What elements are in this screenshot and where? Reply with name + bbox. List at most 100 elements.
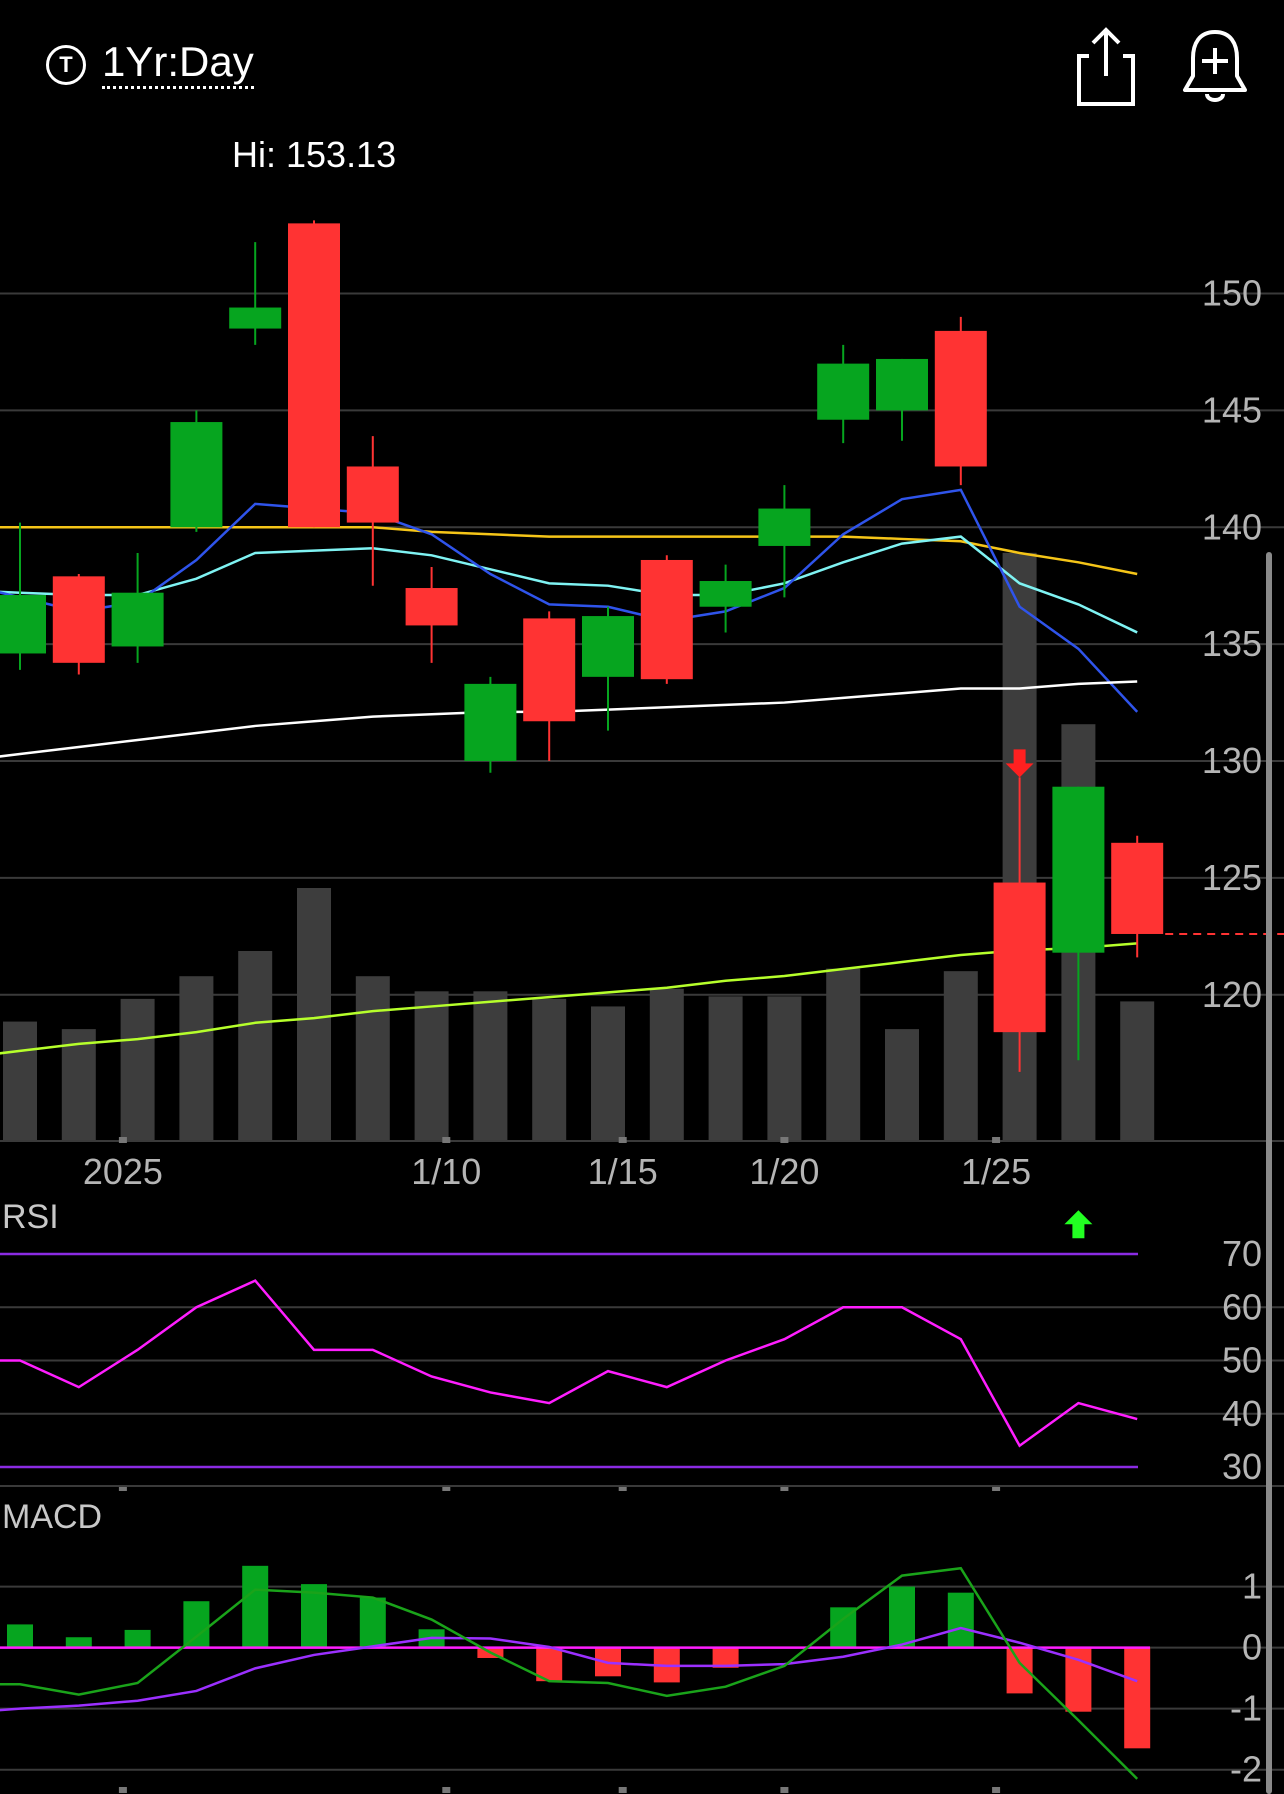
- candle-body: [699, 581, 752, 607]
- macd-title: MACD: [2, 1498, 102, 1536]
- add-alert-button[interactable]: [1180, 26, 1250, 108]
- macd-line: [0, 1566, 1139, 1780]
- macd-histogram-bar: [65, 1637, 92, 1648]
- moving-average-line: [0, 488, 1139, 713]
- date-tick-label: 1/20: [749, 1151, 819, 1192]
- candle-body: [229, 307, 282, 329]
- rsi-line: [0, 1279, 1138, 1448]
- candle-body: [817, 363, 870, 420]
- timeframe-icon: T: [46, 44, 86, 85]
- moving-average-line: [0, 526, 1138, 576]
- macd-tick-label: 0: [1242, 1627, 1262, 1668]
- candle-body: [1052, 786, 1105, 953]
- date-tick-mark: [992, 1485, 1001, 1491]
- macd-histogram-bar: [301, 1584, 327, 1648]
- volume-bar: [297, 888, 331, 1140]
- volume-bar: [943, 971, 978, 1140]
- macd-histogram-bar: [1124, 1647, 1151, 1749]
- volume-bar: [591, 1006, 625, 1140]
- candle-body: [640, 559, 693, 680]
- rsi-tick-label: 50: [1222, 1340, 1262, 1381]
- period-selector-button[interactable]: T 1Yr:Day: [46, 40, 254, 89]
- macd-histogram-bar: [712, 1647, 739, 1668]
- candle-body: [934, 330, 987, 467]
- date-tick-label: 1/25: [961, 1151, 1031, 1192]
- candle-body: [0, 595, 46, 654]
- price-tick-label: 120: [1202, 974, 1262, 1015]
- candle-body: [876, 358, 928, 411]
- candle-body: [523, 618, 576, 722]
- candle-body: [346, 466, 399, 523]
- high-price-label: Hi: 153.13: [232, 134, 397, 175]
- volume-bar: [179, 976, 214, 1140]
- date-tick-mark: [618, 1137, 627, 1143]
- candle-body: [170, 422, 223, 528]
- candle-body: [582, 616, 634, 677]
- macd-signal-line: [0, 1626, 1138, 1712]
- price-tick-label: 150: [1202, 273, 1262, 314]
- date-tick-label: 1/10: [411, 1151, 481, 1192]
- volume-bar: [238, 951, 273, 1140]
- volume-bar: [355, 976, 390, 1140]
- macd-histogram-bar: [242, 1565, 269, 1648]
- share-icon: [1077, 27, 1135, 106]
- volume-bar: [649, 988, 684, 1140]
- price-tick-label: 125: [1202, 857, 1262, 898]
- volume-bar: [120, 998, 155, 1140]
- rsi-tick-label: 40: [1222, 1393, 1262, 1434]
- date-tick-mark: [442, 1787, 451, 1793]
- volume-bar: [885, 1029, 919, 1140]
- bell-plus-icon: [1183, 30, 1247, 102]
- macd-histogram-bar: [947, 1592, 974, 1648]
- macd-histogram-bar: [889, 1586, 915, 1648]
- macd-histogram-bar: [359, 1597, 386, 1648]
- volume-bar: [767, 996, 802, 1140]
- volume-bar: [3, 1021, 37, 1140]
- macd-tick-label: 1: [1242, 1566, 1262, 1607]
- rsi-tick-label: 70: [1222, 1233, 1262, 1274]
- rsi-tick-label: 60: [1222, 1286, 1262, 1327]
- date-tick-mark: [992, 1137, 1001, 1143]
- candle-body: [52, 576, 105, 663]
- candle-body: [1111, 842, 1164, 934]
- moving-average-line: [0, 535, 1138, 634]
- date-tick-mark: [618, 1787, 627, 1793]
- date-tick-mark: [118, 1485, 127, 1491]
- date-tick-mark: [442, 1485, 451, 1491]
- vertical-scrollbar[interactable]: [1266, 552, 1272, 1794]
- date-tick-mark: [118, 1787, 127, 1793]
- share-button[interactable]: [1075, 26, 1137, 108]
- date-tick-mark: [992, 1787, 1001, 1793]
- candle-body: [288, 223, 340, 528]
- macd-histogram-bar: [124, 1629, 151, 1648]
- volume-bar: [826, 968, 861, 1140]
- date-tick-mark: [780, 1485, 789, 1491]
- rsi-tick-label: 30: [1222, 1446, 1262, 1487]
- volume-bar: [473, 991, 508, 1140]
- candle-body: [405, 588, 458, 626]
- sell-signal-arrow-icon: [1005, 749, 1034, 778]
- rsi-title: RSI: [2, 1198, 59, 1236]
- price-tick-label: 145: [1202, 389, 1262, 430]
- candle-body: [111, 592, 164, 647]
- moving-average-line: [0, 942, 1138, 1055]
- date-tick-mark: [442, 1137, 451, 1143]
- candle-body: [464, 683, 517, 761]
- price-tick-label: 135: [1202, 623, 1262, 664]
- volume-bar: [708, 996, 743, 1140]
- volume-bar: [532, 998, 567, 1140]
- date-tick-mark: [618, 1485, 627, 1491]
- toolbar: T 1Yr:Day: [0, 0, 1284, 130]
- volume-bar: [414, 991, 449, 1140]
- candle-body: [993, 882, 1046, 1033]
- price-tick-label: 130: [1202, 740, 1262, 781]
- macd-tick-label: -2: [1230, 1749, 1262, 1790]
- date-tick-mark: [780, 1787, 789, 1793]
- macd-histogram-bar: [183, 1601, 210, 1648]
- macd-tick-label: -1: [1230, 1688, 1262, 1729]
- price-tick-label: 140: [1202, 506, 1262, 547]
- volume-bar: [61, 1029, 96, 1140]
- period-label: 1Yr:Day: [102, 40, 254, 89]
- macd-histogram-bar: [7, 1624, 33, 1648]
